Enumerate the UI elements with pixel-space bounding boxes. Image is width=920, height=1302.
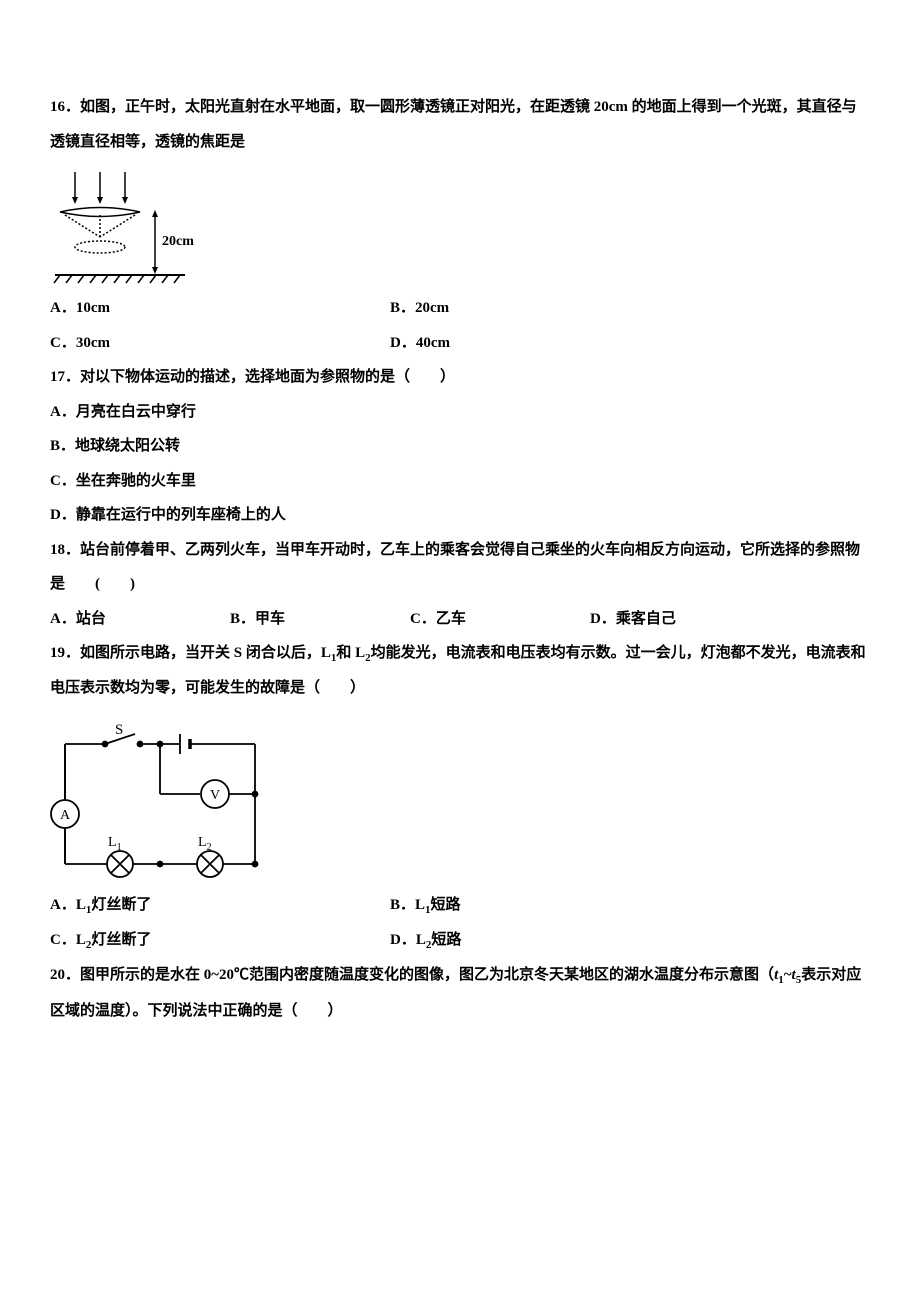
q18-option-d: D．乘客自己 <box>590 602 770 637</box>
q19-option-a: A．L1灯丝断了 <box>50 888 390 923</box>
q19-mid1: 和 L <box>336 645 365 661</box>
q19-d-post: 短路 <box>431 932 461 948</box>
q19-a-label: A <box>60 808 71 823</box>
q16-distance-label: 20cm <box>162 234 194 249</box>
q19-v-label: V <box>210 788 220 803</box>
q19-option-d: D．L2短路 <box>390 923 730 958</box>
q19-c-post: 灯丝断了 <box>91 932 151 948</box>
q19-l1: L <box>108 835 117 850</box>
q19-option-c: C．L2灯丝断了 <box>50 923 390 958</box>
q20-prefix: 20．图甲所示的是水在 0~20℃范围内密度随温度变化的图像，图乙为北京冬天某地… <box>50 967 774 983</box>
q19-options-row1: A．L1灯丝断了 B．L1短路 <box>50 888 870 923</box>
q16-text: 16．如图，正午时，太阳光直射在水平地面，取一圆形薄透镜正对阳光，在距透镜 20… <box>50 90 870 159</box>
q19-s-label: S <box>115 722 123 738</box>
q19-b-pre: B．L <box>390 897 425 913</box>
q19-figure: S A V L1 L2 <box>50 714 870 884</box>
q19-l1-sub: 1 <box>117 842 122 853</box>
q17-option-d: D．静靠在运行中的列车座椅上的人 <box>50 498 870 533</box>
q16-options-row2: C．30cm D．40cm <box>50 326 870 361</box>
q19-c-pre: C．L <box>50 932 86 948</box>
q19-l2: L <box>198 835 207 850</box>
q18-option-a: A．站台 <box>50 602 230 637</box>
q18-text: 18．站台前停着甲、乙两列火车，当甲车开动时，乙车上的乘客会觉得自己乘坐的火车向… <box>50 533 870 602</box>
q18-option-b: B．甲车 <box>230 602 410 637</box>
q17-option-a: A．月亮在白云中穿行 <box>50 395 870 430</box>
q19-text: 19．如图所示电路，当开关 S 闭合以后，L1和 L2均能发光，电流表和电压表均… <box>50 636 870 706</box>
svg-text:L2: L2 <box>198 835 212 853</box>
q16-options-row1: A．10cm B．20cm <box>50 291 870 326</box>
q16-option-a: A．10cm <box>50 291 390 326</box>
q17-option-b: B．地球绕太阳公转 <box>50 429 870 464</box>
q16-option-d: D．40cm <box>390 326 730 361</box>
q16-figure: 20cm <box>50 167 870 287</box>
q20-text: 20．图甲所示的是水在 0~20℃范围内密度随温度变化的图像，图乙为北京冬天某地… <box>50 958 870 1028</box>
q19-b-post: 短路 <box>431 897 461 913</box>
q17-option-c: C．坐在奔驰的火车里 <box>50 464 870 499</box>
q19-a-post: 灯丝断了 <box>91 897 151 913</box>
svg-text:L1: L1 <box>108 835 122 853</box>
q19-options-row2: C．L2灯丝断了 D．L2短路 <box>50 923 870 958</box>
q16-option-b: B．20cm <box>390 291 730 326</box>
q17-text: 17．对以下物体运动的描述，选择地面为参照物的是（ ） <box>50 360 870 395</box>
q20-mid: ~ <box>784 967 792 983</box>
q19-option-b: B．L1短路 <box>390 888 730 923</box>
q19-prefix: 19．如图所示电路，当开关 S 闭合以后，L <box>50 645 331 661</box>
q18-options: A．站台 B．甲车 C．乙车 D．乘客自己 <box>50 602 870 637</box>
q19-a-pre: A．L <box>50 897 86 913</box>
q19-d-pre: D．L <box>390 932 426 948</box>
q16-option-c: C．30cm <box>50 326 390 361</box>
q18-option-c: C．乙车 <box>410 602 590 637</box>
q19-l2-sub: 2 <box>207 842 212 853</box>
